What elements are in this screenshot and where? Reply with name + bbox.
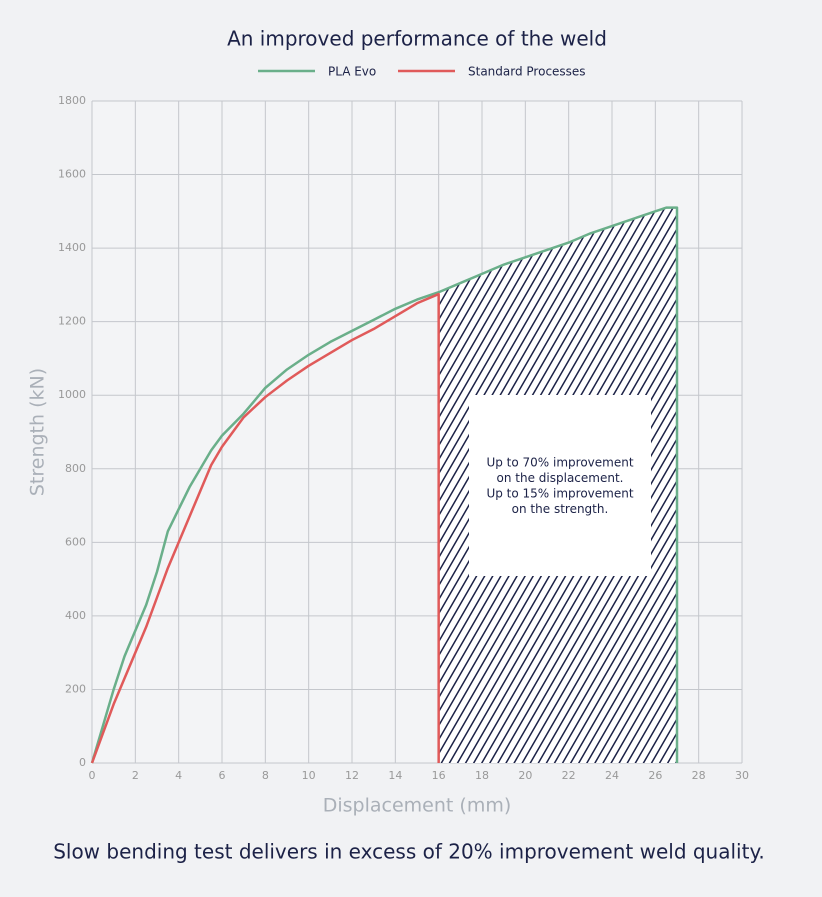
- y-tick-label: 1600: [58, 168, 86, 181]
- x-tick-label: 0: [89, 769, 96, 782]
- y-tick-label: 600: [65, 535, 86, 548]
- x-tick-label: 18: [475, 769, 489, 782]
- x-tick-label: 8: [262, 769, 269, 782]
- caption: Slow bending test delivers in excess of …: [53, 840, 765, 864]
- x-tick-label: 26: [648, 769, 662, 782]
- y-tick-label: 400: [65, 609, 86, 622]
- x-tick-label: 16: [432, 769, 446, 782]
- x-tick-label: 20: [518, 769, 532, 782]
- series-line: [90, 292, 440, 764]
- y-tick-label: 1400: [58, 241, 86, 254]
- annotation-text: on the displacement.: [497, 471, 624, 485]
- x-tick-label: 12: [345, 769, 359, 782]
- legend-label: PLA Evo: [328, 65, 376, 79]
- x-tick-label: 10: [302, 769, 316, 782]
- y-tick-label: 1800: [58, 94, 86, 107]
- annotation-box: [469, 395, 651, 576]
- x-axis-label: Displacement (mm): [323, 795, 512, 817]
- y-tick-label: 800: [65, 462, 86, 475]
- x-tick-label: 28: [692, 769, 706, 782]
- series-line: [90, 206, 679, 764]
- x-tick-label: 4: [175, 769, 182, 782]
- x-tick-label: 6: [219, 769, 226, 782]
- x-tick-label: 22: [562, 769, 576, 782]
- legend-label: Standard Processes: [468, 65, 586, 79]
- y-tick-label: 1200: [58, 315, 86, 328]
- x-tick-label: 2: [132, 769, 139, 782]
- annotation-text: on the strength.: [512, 502, 609, 516]
- annotation-text: Up to 15% improvement: [486, 487, 633, 501]
- y-tick-label: 0: [79, 756, 86, 769]
- x-tick-label: 14: [388, 769, 402, 782]
- chart-title: An improved performance of the weld: [227, 27, 607, 51]
- x-tick-label: 30: [735, 769, 749, 782]
- y-axis-label: Strength (kN): [27, 368, 49, 496]
- y-tick-label: 1000: [58, 388, 86, 401]
- annotation-text: Up to 70% improvement: [486, 456, 633, 470]
- y-tick-label: 200: [65, 682, 86, 695]
- x-tick-label: 24: [605, 769, 619, 782]
